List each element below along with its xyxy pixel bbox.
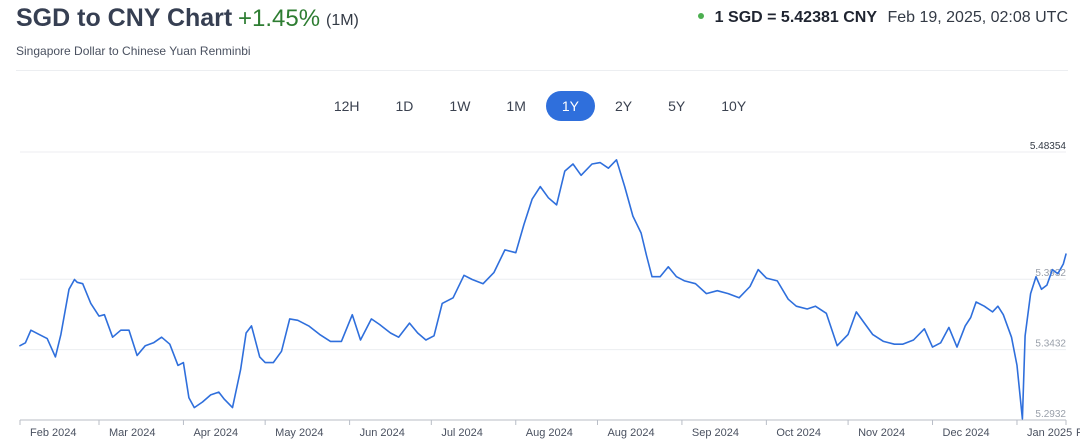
range-tab-10y[interactable]: 10Y [721,98,747,114]
x-tick-label: Nov 2024 [858,427,905,439]
range-tab-5y[interactable]: 5Y [668,98,686,114]
range-tab-2y[interactable]: 2Y [615,98,633,114]
range-tab-1m[interactable]: 1M [506,98,526,114]
x-tick-label: Feb 2025 [1076,427,1080,439]
x-tick-label: Dec 2024 [943,427,990,439]
range-tab-12h[interactable]: 12H [333,98,360,114]
range-tab-1w[interactable]: 1W [449,98,471,114]
x-tick-label: Sep 2024 [692,427,739,439]
header-divider [16,70,1068,71]
x-tick-label: Jul 2024 [441,427,483,439]
x-tick-label: Jun 2024 [360,427,405,439]
x-tick-label: Aug 2024 [607,427,654,439]
x-tick-label: Oct 2024 [776,427,821,439]
range-tab-1y[interactable]: 1Y [545,91,595,121]
x-tick-label: Jan 2025 [1027,427,1072,439]
x-tick-label: May 2024 [275,427,323,439]
live-dot-icon [698,12,705,19]
x-tick-label: Aug 2024 [526,427,573,439]
live-rate: 1 SGD = 5.42381 CNY Feb 19, 2025, 02:08 … [698,9,1068,27]
series-line [19,158,1067,420]
y-tick-label: 5.3432 [1035,339,1066,350]
x-tick-label: Apr 2024 [193,427,238,439]
page-title: SGD to CNY Chart [16,4,233,32]
x-tick-label: Mar 2024 [109,427,155,439]
y-tick-label: 5.2932 [1035,409,1066,420]
rate-value: 1 SGD = 5.42381 CNY [714,9,877,26]
change-period: (1M) [326,12,359,29]
page-subtitle: Singapore Dollar to Chinese Yuan Renminb… [16,44,251,58]
rate-timestamp: Feb 19, 2025, 02:08 UTC [887,9,1068,26]
range-tab-1d[interactable]: 1D [395,98,414,114]
y-tick-label: 5.48354 [1030,141,1067,152]
x-tick-label: Feb 2024 [30,427,76,439]
chart-header: SGD to CNY Chart +1.45% (1M) 1 SGD = 5.4… [16,4,1068,38]
change-percent: +1.45% [238,5,321,32]
range-tabs: 12H 1D 1W 1M 1Y 2Y 5Y 10Y [0,91,1080,121]
